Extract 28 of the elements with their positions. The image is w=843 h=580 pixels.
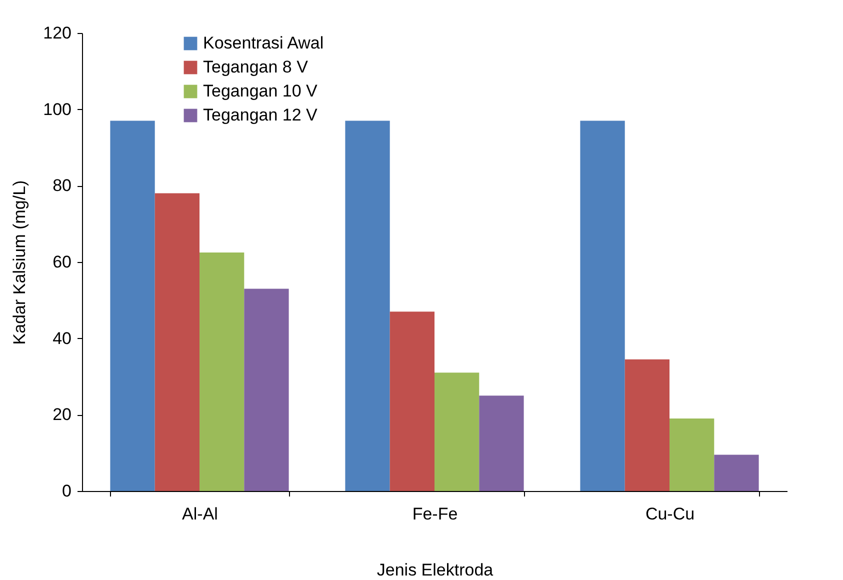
x-tick-label: Al-Al bbox=[182, 504, 218, 524]
bar bbox=[624, 359, 670, 491]
bar bbox=[580, 120, 625, 491]
y-tick-label: 0 bbox=[62, 482, 72, 500]
bar bbox=[390, 312, 434, 491]
bar bbox=[714, 454, 759, 491]
bar bbox=[670, 418, 714, 491]
y-tick-label: 60 bbox=[52, 252, 72, 272]
bar bbox=[244, 288, 289, 491]
legend-label: Kosentrasi Awal bbox=[203, 34, 324, 52]
bar bbox=[200, 252, 244, 491]
y-axis-title: Kadar Kalsium (mg/L) bbox=[10, 180, 30, 345]
x-tick-label: Cu-Cu bbox=[645, 504, 695, 524]
legend-label: Tegangan 12 V bbox=[203, 106, 318, 124]
bar bbox=[434, 372, 480, 491]
bar bbox=[154, 193, 200, 491]
x-axis-title: Jenis Elektroda bbox=[376, 560, 494, 580]
bar bbox=[345, 120, 390, 491]
bar bbox=[110, 120, 155, 491]
x-tick-label: Fe-Fe bbox=[412, 504, 458, 524]
legend-label: Tegangan 8 V bbox=[203, 58, 309, 76]
legend-label: Tegangan 10 V bbox=[203, 82, 318, 100]
bar bbox=[479, 396, 524, 491]
y-tick-label: 40 bbox=[52, 328, 72, 348]
y-tick-label: 120 bbox=[43, 24, 72, 42]
y-tick-label: 20 bbox=[52, 405, 72, 424]
y-tick-label: 100 bbox=[43, 100, 72, 119]
y-tick-label: 80 bbox=[52, 176, 72, 196]
